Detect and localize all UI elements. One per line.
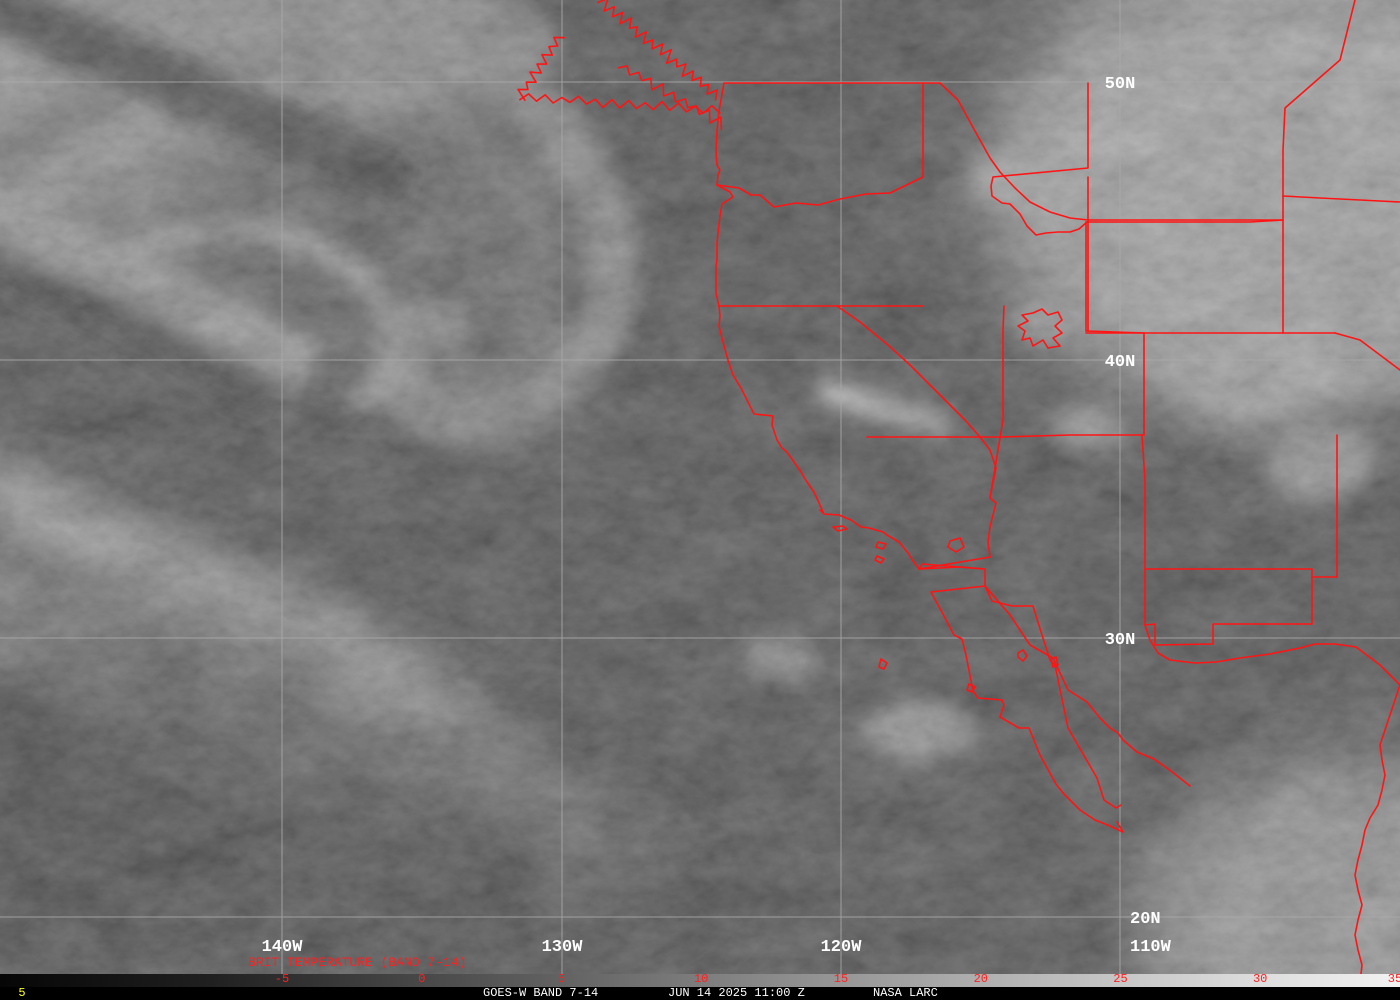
svg-text:5: 5: [18, 986, 25, 1000]
svg-text:5: 5: [558, 972, 565, 986]
svg-text:20: 20: [974, 972, 988, 986]
svg-text:130W: 130W: [542, 938, 584, 957]
svg-text:NASA LARC: NASA LARC: [873, 986, 938, 1000]
svg-text:BRIT TEMPERATURE (BAND 7-14): BRIT TEMPERATURE (BAND 7-14): [248, 955, 466, 970]
svg-text:120W: 120W: [821, 938, 863, 957]
svg-text:30N: 30N: [1105, 631, 1136, 650]
svg-text:-5: -5: [275, 972, 289, 986]
svg-text:GOES-W BAND 7-14: GOES-W BAND 7-14: [483, 986, 598, 1000]
svg-text:20N: 20N: [1130, 910, 1161, 929]
svg-text:25: 25: [1113, 972, 1127, 986]
svg-text:30: 30: [1253, 972, 1267, 986]
svg-text:50N: 50N: [1105, 75, 1136, 94]
svg-text:0: 0: [418, 972, 425, 986]
svg-text:10: 10: [694, 972, 708, 986]
svg-text:35: 35: [1388, 972, 1400, 986]
svg-text:110W: 110W: [1130, 938, 1172, 957]
svg-text:15: 15: [834, 972, 848, 986]
svg-text:40N: 40N: [1105, 353, 1136, 372]
svg-text:JUN 14 2025 11:00 Z: JUN 14 2025 11:00 Z: [668, 986, 805, 1000]
